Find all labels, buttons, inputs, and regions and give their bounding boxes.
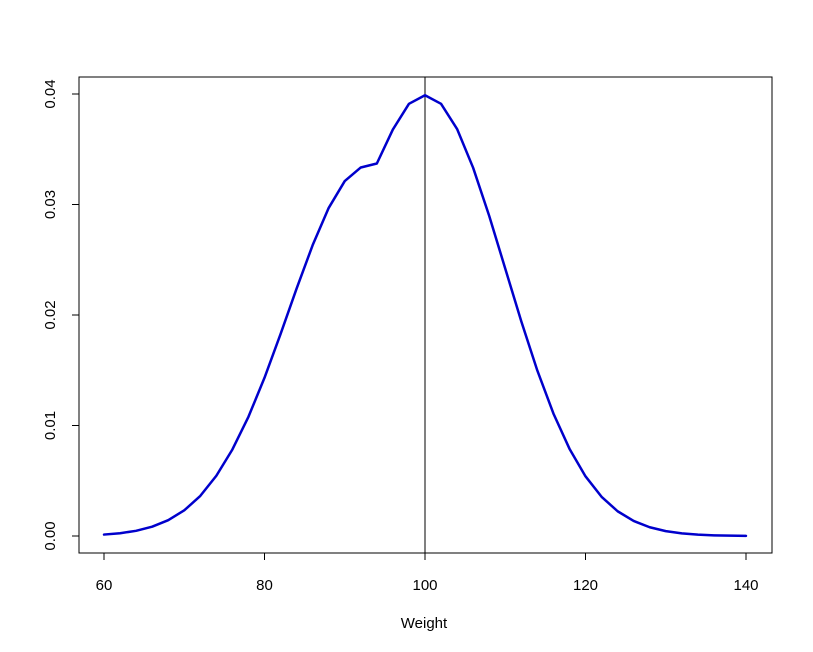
x-axis: 60 80 100 120 140 xyxy=(96,552,759,594)
x-tick-label: 100 xyxy=(412,577,437,594)
x-tick-label: 80 xyxy=(256,577,273,594)
x-tick-label: 60 xyxy=(96,577,113,594)
y-tick-label: 0.00 xyxy=(42,521,59,550)
x-tick-label: 140 xyxy=(733,577,758,594)
y-tick-label: 0.04 xyxy=(42,79,59,108)
y-tick-label: 0.01 xyxy=(42,411,59,440)
x-tick-label: 120 xyxy=(573,577,598,594)
y-axis: 0.00 0.01 0.02 0.03 0.04 xyxy=(42,79,80,551)
x-axis-title: Weight xyxy=(401,615,448,632)
density-curve xyxy=(102,93,748,538)
y-tick-label: 0.02 xyxy=(42,300,59,329)
y-tick-label: 0.03 xyxy=(42,190,59,219)
